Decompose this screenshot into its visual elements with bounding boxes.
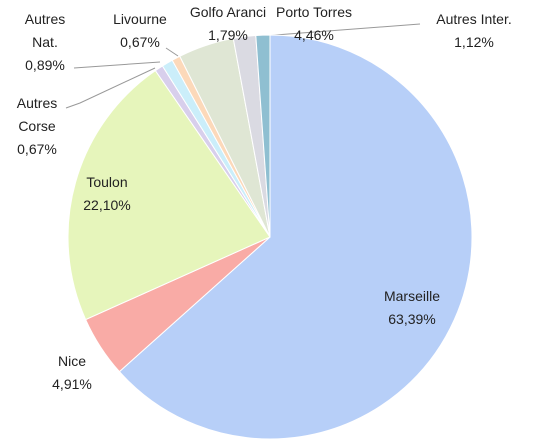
value-label: 63,39% [388,311,436,327]
category-label: Autres Inter. [436,11,512,27]
leader-line [165,47,179,57]
value-label: 4,91% [52,376,92,392]
category-label: Nice [57,353,86,369]
pie [67,34,473,440]
data-label: Marseille 63,39% [367,285,457,331]
data-label: Autres Inter. 1,12% [424,8,524,54]
pie-slice [67,69,271,321]
leader-line [73,61,161,69]
value-label: 4,46% [294,27,334,43]
value-label: 0,67% [120,34,160,50]
data-label: Autres Nat. 0,89% [20,8,70,77]
category-label: Livourne [113,11,167,27]
category-label: Golfo Aranci [189,4,267,20]
leader-lines [65,23,421,109]
category-label: Toulon [86,174,128,190]
category-label: Porto Torres [276,4,352,20]
data-label: Toulon 22,10% [67,171,147,217]
category-label: Autres Nat. [24,11,66,50]
value-label: 1,79% [208,27,248,43]
category-label: Marseille [383,288,440,304]
data-label: Porto Torres 4,46% [264,1,364,47]
data-label: Livourne 0,67% [100,8,180,54]
value-label: 1,12% [454,34,494,50]
pie-slice [118,34,473,440]
pie-slice [255,34,271,238]
data-label: Nice 4,91% [42,350,102,396]
category-label: Autres Corse [16,95,58,134]
leader-line [261,23,421,37]
data-label: Autres Corse 0,67% [7,92,67,161]
leader-line [65,67,156,109]
value-label: 22,10% [83,197,131,213]
value-label: 0,67% [17,141,57,157]
data-label: Golfo Aranci 1,79% [178,1,278,47]
value-label: 0,89% [25,57,65,73]
